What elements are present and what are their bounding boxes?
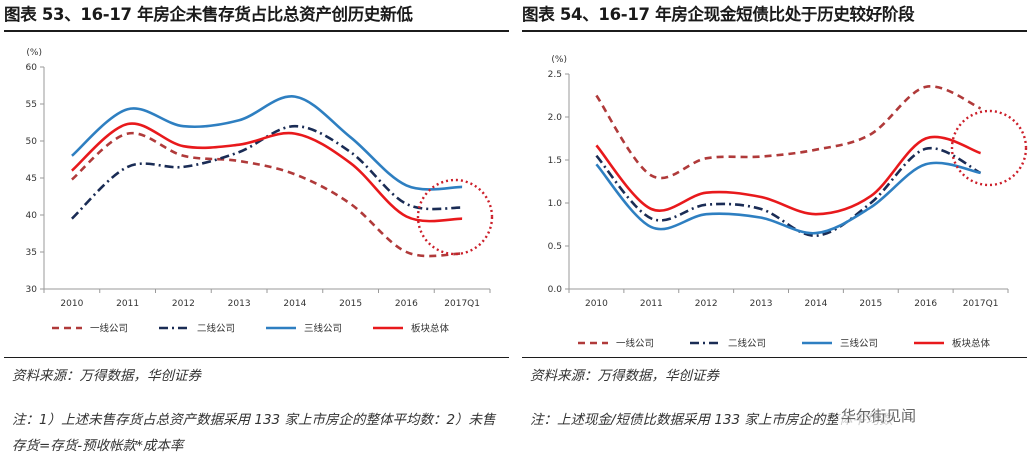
unit-label: (%) [26,48,42,58]
y-tick-label: 50 [26,137,38,147]
x-tick-label: 2012 [695,299,718,309]
y-tick-label: 0.5 [548,242,562,252]
y-tick-label: 35 [26,248,37,258]
x-tick-label: 2014 [283,299,306,309]
x-tick-label: 2010 [585,299,608,309]
x-tick-label: 2015 [859,299,882,309]
right-note: 注：上述现金/短债比数据采用 133 家上市房企的整体平均数 [530,412,893,428]
right-source: 资料来源：万得数据，华创证券 [530,368,719,384]
series-line [71,124,463,220]
highlight-circle [416,178,494,256]
x-tick-label: 2011 [116,299,139,309]
y-tick-label: 45 [26,174,37,184]
legend-label: 二线公司 [197,323,235,335]
x-tick-label: 2012 [172,299,195,309]
y-tick-label: 55 [26,100,37,110]
series-line [595,85,982,180]
series-line [71,122,463,223]
series-line [71,131,463,258]
x-tick-label: 2017Q1 [444,299,480,309]
series-line [595,146,982,238]
y-tick-label: 40 [26,211,38,221]
legend-label: 一线公司 [90,323,128,335]
watermark-logo: 华尔街见闻 [838,405,920,426]
left-note: 注：1）上述未售存货占总资产数据采用 133 家上市房企的整体平均数：2）未售存… [12,412,496,454]
y-tick-label: 2.0 [548,113,563,123]
title-rule [4,30,509,32]
left-figure-title: 图表 53、16-17 年房企未售存货占比总资产创历史新低 [4,5,413,24]
x-tick-label: 2013 [228,299,251,309]
y-tick-label: 0.0 [548,285,563,295]
y-tick-label: 1.5 [548,156,562,166]
x-tick-label: 2010 [60,299,83,309]
y-tick-label: 30 [26,285,38,295]
right-figure-title: 图表 54、16-17 年房企现金短债比处于历史较好阶段 [522,5,915,24]
highlight-circle [950,109,1028,187]
right-figure: 图表 54、16-17 年房企现金短债比处于历史较好阶段 (%) 0.0 0.5 1.… [522,0,1028,467]
left-source: 资料来源：万得数据，华创证券 [12,368,201,384]
legend-label: 板块总体 [952,338,991,350]
series-line [595,161,981,235]
series-line [71,95,463,191]
y-tick-label: 1.0 [548,199,563,209]
unit-label: (%) [551,55,567,65]
right-line-chart: (%) 0.0 0.5 1.0 1.5 2.0 2.5 2010 2011 2012 2013 201… [548,55,1028,350]
left-figure: 图表 53、16-17 年房企未售存货占比总资产创历史新低 (%) 30 35 40 4… [4,0,509,467]
legend-label: 一线公司 [616,338,654,350]
y-tick-label: 60 [26,63,38,73]
left-line-chart: (%) 30 35 40 45 50 55 60 2010 2011 2012 2013 2014 201… [26,48,494,335]
x-tick-label: 2016 [395,299,418,309]
source-rule [522,357,1027,358]
x-tick-label: 2015 [339,299,362,309]
legend-label: 板块总体 [411,323,450,335]
source-rule [4,357,509,358]
x-tick-label: 2011 [640,299,663,309]
x-tick-label: 2017Q1 [963,299,999,309]
title-rule [522,30,1027,32]
series-line [595,135,982,216]
legend-label: 二线公司 [728,338,766,350]
legend-label: 三线公司 [304,323,342,335]
x-tick-label: 2014 [804,299,827,309]
x-tick-label: 2013 [750,299,773,309]
legend-label: 三线公司 [840,338,878,350]
x-tick-label: 2016 [914,299,937,309]
y-tick-label: 2.5 [548,70,562,80]
